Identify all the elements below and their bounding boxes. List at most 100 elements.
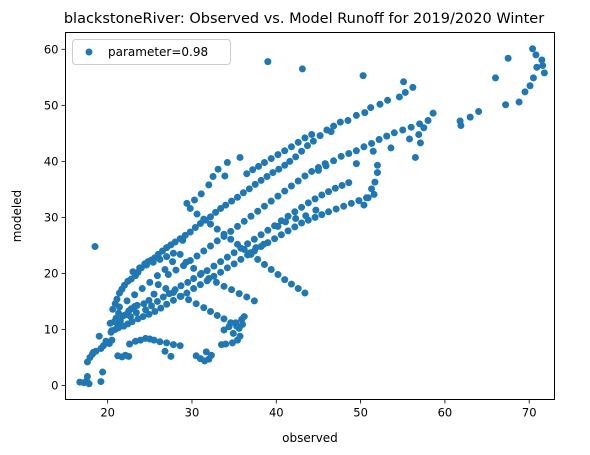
data-point [151, 308, 159, 316]
data-point [345, 150, 353, 158]
data-point [240, 245, 248, 253]
data-point [197, 269, 205, 277]
x-tick-label: 60 [438, 406, 453, 420]
data-point [182, 258, 190, 266]
x-tick-label: 30 [185, 406, 200, 420]
data-point [352, 111, 360, 119]
data-point [176, 250, 184, 258]
data-point [228, 286, 236, 294]
data-point [142, 261, 150, 269]
data-point [136, 264, 144, 272]
data-point [183, 199, 191, 207]
data-point [264, 58, 272, 66]
data-point [192, 300, 200, 308]
data-point [227, 227, 235, 235]
data-point [267, 266, 275, 274]
data-point [291, 208, 299, 216]
data-point [277, 231, 285, 239]
data-point [203, 267, 211, 275]
data-point [282, 218, 290, 226]
data-point [247, 212, 255, 220]
data-point [126, 340, 134, 348]
data-point [332, 205, 340, 213]
data-point [456, 117, 464, 125]
data-point [521, 88, 529, 96]
data-point [405, 135, 413, 143]
data-point [364, 194, 372, 202]
data-point [223, 253, 231, 261]
data-point [123, 297, 131, 305]
data-point [177, 282, 185, 290]
data-point [294, 177, 302, 185]
data-point [167, 352, 175, 360]
data-point [294, 138, 302, 146]
data-point [291, 223, 299, 231]
data-point [281, 147, 289, 155]
data-point [308, 167, 316, 175]
y-tick-label: 40 [44, 154, 59, 168]
data-point [269, 169, 277, 177]
y-tick-label: 0 [51, 378, 58, 392]
data-point [274, 222, 282, 230]
data-point [220, 230, 228, 238]
data-point [255, 162, 263, 170]
data-point [301, 289, 309, 297]
data-point [186, 204, 194, 212]
data-point [529, 74, 537, 82]
data-point [504, 54, 512, 62]
data-point [260, 158, 268, 166]
data-point [533, 63, 541, 71]
data-point [526, 82, 534, 90]
data-point [222, 201, 230, 209]
data-point [298, 147, 306, 155]
data-point [233, 222, 241, 230]
data-point [221, 172, 229, 180]
data-point [159, 293, 167, 301]
data-point [150, 290, 158, 298]
data-point [274, 192, 282, 200]
y-tick-label: 50 [44, 98, 59, 112]
data-point [267, 155, 275, 163]
data-point [161, 266, 169, 274]
data-point [157, 304, 165, 312]
data-point [220, 315, 228, 323]
data-point [171, 238, 179, 246]
data-point [185, 296, 193, 304]
data-point [213, 237, 221, 245]
data-point [399, 126, 407, 134]
data-point [233, 322, 241, 330]
data-point [384, 96, 392, 104]
data-point [113, 295, 121, 303]
data-point [161, 347, 169, 355]
data-point [267, 197, 275, 205]
data-point [466, 113, 474, 121]
data-point [395, 93, 403, 101]
data-point [318, 211, 326, 219]
data-point [373, 161, 381, 169]
data-point [370, 190, 378, 198]
x-axis-ticks: 20 30 40 50 60 70 [100, 399, 537, 420]
data-point [129, 268, 137, 276]
data-point [169, 341, 177, 349]
x-tick-label: 40 [269, 406, 284, 420]
data-point [190, 264, 198, 272]
data-point [538, 56, 546, 64]
data-point [308, 130, 316, 138]
data-point [318, 191, 326, 199]
data-point [172, 266, 180, 274]
data-point [312, 206, 320, 214]
data-point [249, 166, 257, 174]
data-point [229, 329, 237, 337]
data-point [230, 260, 238, 268]
y-tick-label: 30 [44, 210, 59, 224]
data-point [260, 260, 268, 268]
data-point [223, 264, 231, 272]
data-point [502, 101, 510, 109]
data-point [169, 288, 177, 296]
plot-area [65, 32, 555, 400]
data-point [409, 83, 417, 91]
data-point [138, 285, 146, 293]
data-point [146, 278, 154, 286]
data-point [153, 272, 161, 280]
data-point [338, 181, 346, 189]
